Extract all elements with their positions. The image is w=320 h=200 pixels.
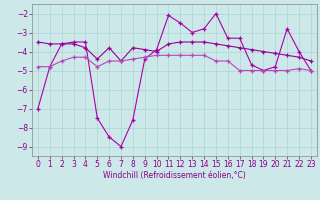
X-axis label: Windchill (Refroidissement éolien,°C): Windchill (Refroidissement éolien,°C) — [103, 171, 246, 180]
